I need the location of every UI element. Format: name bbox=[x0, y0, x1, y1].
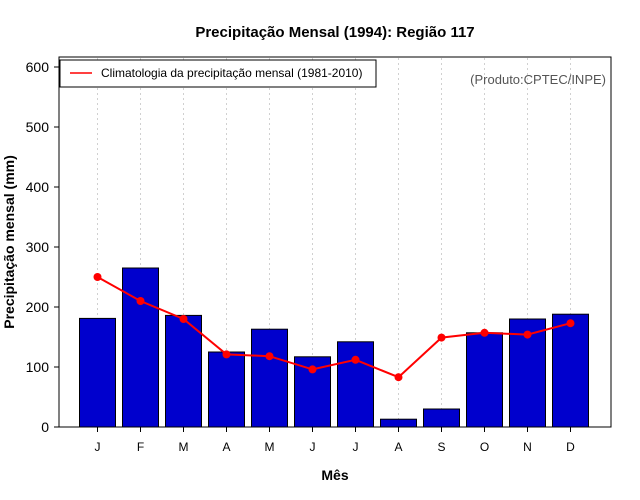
bar-s-9 bbox=[423, 408, 460, 428]
y-tick-label: 0 bbox=[41, 419, 49, 435]
y-tick-label: 500 bbox=[26, 119, 50, 135]
x-tick-label: J bbox=[310, 440, 316, 454]
y-tick-label: 200 bbox=[26, 299, 50, 315]
bar-d-12 bbox=[552, 313, 589, 428]
x-tick-label: A bbox=[394, 440, 402, 454]
climatology-point bbox=[480, 328, 489, 337]
bar-j-1 bbox=[79, 317, 116, 428]
legend-entry-climatology: Climatologia da precipitação mensal (198… bbox=[101, 66, 362, 80]
y-tick-label: 300 bbox=[26, 239, 50, 255]
y-tick-label: 400 bbox=[26, 179, 50, 195]
climatology-point bbox=[222, 350, 231, 359]
y-tick-label: 100 bbox=[26, 359, 50, 375]
y-axis: 0 100 200 300 400 500 600 bbox=[26, 59, 59, 435]
climatology-point bbox=[265, 352, 274, 361]
climatology-point bbox=[308, 365, 317, 374]
climatology-point bbox=[93, 273, 102, 281]
climatology-point bbox=[136, 297, 145, 305]
plot-frame bbox=[58, 56, 612, 428]
chart-title: Precipitação Mensal (1994): Região 117 bbox=[195, 24, 474, 41]
bar-a-4 bbox=[208, 351, 245, 428]
legend: Climatologia da precipitação mensal (198… bbox=[59, 59, 377, 88]
x-axis-label: Mês bbox=[321, 467, 348, 483]
bar-m-3 bbox=[165, 314, 202, 428]
x-tick-label: F bbox=[137, 440, 144, 454]
x-tick-label: D bbox=[566, 440, 575, 454]
x-tick-label: O bbox=[480, 440, 489, 454]
bar-series bbox=[79, 267, 589, 428]
bar-o-10 bbox=[466, 332, 503, 428]
climatology-point bbox=[351, 355, 360, 364]
x-tick-label: S bbox=[437, 440, 445, 454]
climatology-point bbox=[523, 330, 532, 339]
x-tick-label: M bbox=[265, 440, 275, 454]
climatology-point bbox=[179, 315, 188, 323]
credit-annotation: (Produto:CPTEC/INPE) bbox=[470, 72, 606, 87]
y-axis-label: Precipitação mensal (mm) bbox=[1, 155, 17, 329]
bar-f-2 bbox=[122, 267, 159, 428]
x-tick-label: J bbox=[353, 440, 359, 454]
climatology-point bbox=[566, 319, 575, 328]
legend-box bbox=[59, 59, 377, 88]
y-tick-label: 600 bbox=[26, 59, 50, 75]
x-tick-label: J bbox=[95, 440, 101, 454]
climatology-line-series bbox=[93, 273, 575, 382]
bar-m-5 bbox=[251, 328, 288, 428]
bar-j-7 bbox=[337, 341, 374, 428]
bar-a-8 bbox=[380, 418, 417, 428]
x-tick-label: M bbox=[179, 440, 189, 454]
x-tick-label: A bbox=[222, 440, 230, 454]
climatology-point bbox=[437, 333, 446, 342]
climatology-line bbox=[97, 276, 571, 379]
x-tick-label: N bbox=[523, 440, 532, 454]
climatology-point bbox=[394, 373, 403, 382]
